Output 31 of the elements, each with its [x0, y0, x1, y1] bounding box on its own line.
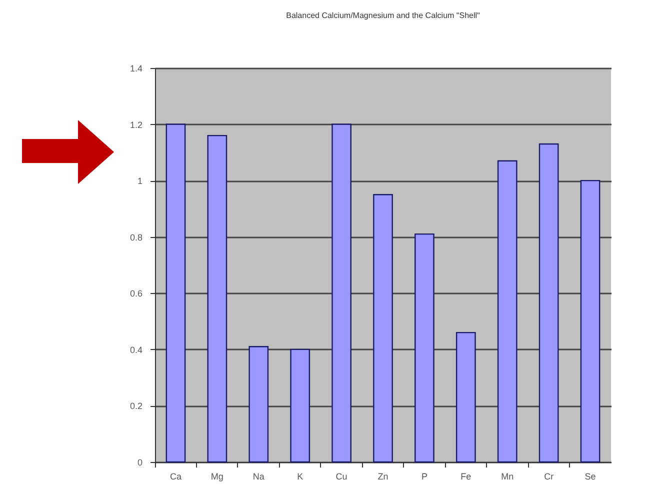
- y-tick-label: 0.4: [130, 344, 142, 355]
- bar: [414, 233, 434, 463]
- x-tick-label: Mg: [210, 472, 224, 482]
- y-tick-label: 1.4: [130, 64, 142, 74]
- x-tick-label: Na: [252, 472, 264, 482]
- bar: [456, 332, 476, 463]
- bar: [207, 134, 228, 463]
- x-tick-label: Cu: [336, 472, 348, 482]
- y-tick-label: 0.2: [130, 401, 142, 412]
- x-tick-label: Se: [584, 472, 596, 482]
- bar: [373, 194, 393, 463]
- x-tick-label: Mn: [501, 472, 514, 482]
- bar: [248, 346, 269, 463]
- bar: [166, 124, 186, 463]
- x-tick-label: Cr: [544, 472, 554, 482]
- y-tick-label: 0.8: [130, 232, 142, 242]
- x-tick-label: Zn: [378, 472, 388, 482]
- bar: [332, 124, 352, 463]
- y-tick-label: 0: [137, 458, 142, 468]
- x-tick-label: P: [421, 472, 428, 482]
- x-tick-label: K: [297, 472, 304, 482]
- y-tick-label: 0.6: [130, 288, 142, 299]
- x-tick-label: Ca: [170, 472, 182, 482]
- bar: [538, 143, 559, 463]
- x-tick-label: Fe: [460, 472, 472, 482]
- bar: [580, 180, 600, 463]
- bar: [290, 348, 310, 463]
- y-tick-label: 1.2: [130, 120, 142, 130]
- bar: [497, 160, 518, 463]
- chart-title: Balanced Calcium/Magnesium and the Calcium "Shell": [286, 11, 480, 20]
- y-tick-label: 1: [137, 176, 142, 186]
